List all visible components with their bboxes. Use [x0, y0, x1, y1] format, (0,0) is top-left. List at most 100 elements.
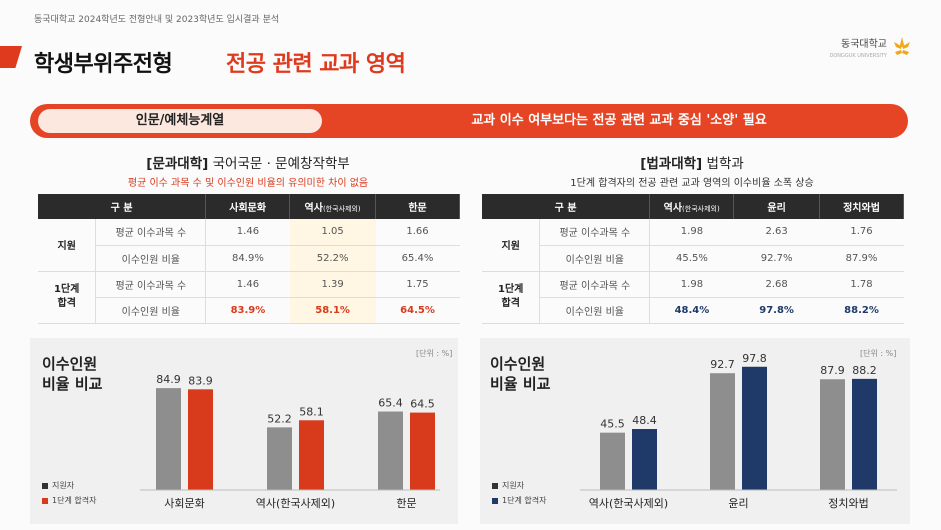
- table-header-col: 윤리: [733, 194, 821, 219]
- table-cell: 52.2%: [289, 245, 376, 272]
- page-subtitle: 전공 관련 교과 영역: [226, 52, 406, 77]
- table-row: 이수인원 비율 83.9% 58.1% 64.5%: [38, 297, 460, 324]
- category-label: 한문: [396, 497, 416, 510]
- bar-pass: [299, 420, 324, 490]
- table-cell: 1.76: [819, 219, 904, 246]
- row-label: 이수인원 비율: [95, 297, 207, 324]
- table-cell: 1.05: [289, 219, 376, 246]
- logo-subtext: DONGGUK UNIVERSITY: [829, 53, 888, 59]
- legend-item-pass: 1단계 합격자: [42, 495, 96, 506]
- table-cell: 1.98: [649, 271, 734, 298]
- table-cell: 48.4%: [649, 297, 734, 324]
- table-row: 1단계 합격 평균 이수과목 수 1.46 1.39 1.75: [38, 271, 460, 324]
- category-label: 역사(한국사제외): [256, 497, 335, 510]
- bar-value-label: 87.9: [820, 364, 845, 377]
- bar-value-label: 88.2: [852, 364, 877, 377]
- bar-apply: [710, 373, 735, 490]
- table-row: 지원 평균 이수과목 수 1.98 2.63 1.76: [482, 219, 904, 272]
- bar-apply: [156, 388, 181, 490]
- table-cell: 1.46: [205, 219, 290, 246]
- page-title: 학생부위주전형: [34, 52, 173, 77]
- university-logo: 동국대학교 DONGGUK UNIVERSITY: [830, 32, 914, 59]
- legend-swatch: [42, 497, 48, 504]
- right-chart-unit: [단위 : %]: [860, 349, 897, 358]
- row-group-label: 지원: [38, 219, 97, 272]
- category-banner: 인문/예체능계열 교과 이수 여부보다는 전공 관련 교과 중심 '소양' 필요: [30, 104, 908, 138]
- table-cell: 2.68: [733, 271, 820, 298]
- row-label: 평균 이수과목 수: [95, 219, 207, 246]
- right-chart-panel: 이수인원 비율 비교 [단위 : %] 지원자 1단계 합격자 45.5 48.4…: [480, 338, 910, 524]
- row-group-label: 1단계 합격: [482, 271, 541, 324]
- left-title-rest: 국어국문 · 문예창작학부: [212, 156, 350, 172]
- category-label: 사회문화: [164, 497, 204, 510]
- bar-value-label: 83.9: [188, 374, 213, 387]
- row-label: 이수인원 비율: [539, 297, 651, 324]
- table-cell: 64.5%: [375, 297, 460, 324]
- table-header-group: 구 분: [482, 194, 651, 219]
- bar-value-label: 48.4: [632, 414, 657, 427]
- bar-value-label: 52.2: [267, 412, 292, 425]
- bar-pass: [852, 378, 877, 490]
- table-cell: 87.9%: [819, 245, 904, 272]
- row-label: 평균 이수과목 수: [539, 271, 651, 298]
- left-chart-unit: [단위 : %]: [416, 349, 453, 358]
- bar-value-label: 58.1: [299, 405, 324, 418]
- left-chart-title: 이수인원 비율 비교: [42, 355, 103, 393]
- right-chart-legend: 지원자 1단계 합격자: [492, 480, 546, 510]
- table-header-col: 정치와법: [819, 194, 904, 219]
- bar-apply: [267, 427, 292, 490]
- right-stats-table: 구 분 역사(한국사제외) 윤리 정치와법 지원 평균 이수과목 수 1.98 …: [482, 194, 904, 324]
- table-cell: 83.9%: [205, 297, 290, 324]
- table-cell: 88.2%: [819, 297, 904, 324]
- left-stats-table: 구 분 사회문화 역사(한국사제외) 한문 지원 평균 이수과목 수 1.46 …: [38, 194, 460, 324]
- bar-pass: [742, 366, 767, 490]
- right-chart-title: 이수인원 비율 비교: [490, 355, 551, 393]
- table-cell: 58.1%: [289, 297, 376, 324]
- right-section-title: [법과대학] 법학과: [482, 152, 902, 172]
- table-header-col: 역사(한국사제외): [649, 194, 735, 219]
- table-row: 이수인원 비율 84.9% 52.2% 65.4%: [38, 245, 460, 272]
- banner-message: 교과 이수 여부보다는 전공 관련 교과 중심 '소양' 필요: [471, 113, 767, 128]
- table-cell: 97.8%: [733, 297, 820, 324]
- table-row: 지원 평균 이수과목 수 1.46 1.05 1.66: [38, 219, 460, 272]
- left-section-note: 평균 이수 과목 수 및 이수인원 비율의 유의미한 차이 없음: [127, 178, 369, 189]
- bar-value-label: 64.5: [410, 398, 435, 411]
- table-row: 이수인원 비율 45.5% 92.7% 87.9%: [482, 245, 904, 272]
- table-row: 1단계 합격 평균 이수과목 수 1.98 2.68 1.78: [482, 271, 904, 324]
- category-pill: 인문/예체능계열: [38, 109, 322, 133]
- table-header-col: 사회문화: [205, 194, 291, 219]
- left-chart-legend: 지원자 1단계 합격자: [42, 480, 96, 510]
- bar-value-label: 65.4: [378, 397, 403, 410]
- category-label: 역사(한국사제외): [589, 497, 668, 510]
- table-header-col: 한문: [375, 194, 460, 219]
- row-label: 평균 이수과목 수: [95, 271, 207, 298]
- legend-swatch: [42, 482, 48, 489]
- header-caption: 동국대학교 2024학년도 전형안내 및 2023학년도 입시결과 분석: [34, 15, 280, 25]
- bar-pass: [410, 412, 435, 490]
- table-cell: 1.66: [375, 219, 460, 246]
- left-title-bracket: [문과대학]: [146, 156, 209, 172]
- table-row: 이수인원 비율 48.4% 97.8% 88.2%: [482, 297, 904, 324]
- table-cell: 1.98: [649, 219, 734, 246]
- right-section-note: 1단계 합격자의 전공 관련 교과 영역의 이수비율 소폭 상승: [570, 178, 814, 189]
- table-cell: 1.39: [289, 271, 376, 298]
- legend-item-apply: 지원자: [492, 480, 546, 491]
- table-cell: 84.9%: [205, 245, 290, 272]
- bar-value-label: 97.8: [742, 352, 767, 365]
- right-bar-chart: 45.5 48.4 역사(한국사제외) 92.7 97.8 윤리 87.9 88.2 정치와법: [580, 352, 897, 510]
- row-label: 평균 이수과목 수: [539, 219, 651, 246]
- left-bar-chart: 84.9 83.9 사회문화 52.2 58.1 역사(한국사제외) 65.4 64.5 한문: [140, 373, 440, 510]
- table-header-col: 역사(한국사제외): [289, 194, 377, 219]
- left-section-title: [문과대학] 국어국문 · 문예창작학부: [38, 152, 458, 172]
- legend-item-apply: 지원자: [42, 480, 96, 491]
- bar-value-label: 84.9: [156, 373, 181, 386]
- legend-item-pass: 1단계 합격자: [492, 495, 546, 506]
- title-accent-mark: [0, 46, 22, 68]
- row-label: 이수인원 비율: [539, 245, 651, 272]
- category-label: 정치와법: [828, 497, 868, 510]
- left-chart-panel: 이수인원 비율 비교 [단위 : %] 지원자 1단계 합격자 84.9 83.9…: [30, 338, 458, 524]
- bar-apply: [378, 411, 403, 490]
- right-title-rest: 법학과: [706, 156, 744, 172]
- bar-value-label: 92.7: [710, 358, 735, 371]
- bar-value-label: 45.5: [600, 418, 625, 431]
